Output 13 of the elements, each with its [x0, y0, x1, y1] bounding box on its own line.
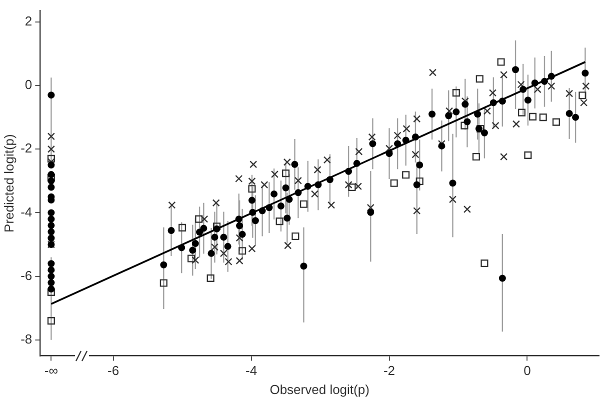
x-tick-label: -∞ [44, 363, 58, 378]
x-axis-title: Observed logit(p) [270, 382, 370, 397]
y-tick-label: 2 [24, 14, 32, 29]
x-tick-label: 0 [524, 363, 531, 378]
y-tick-label: 0 [24, 77, 32, 92]
y-tick-label: -8 [20, 331, 32, 346]
x-tick-label: -4 [245, 363, 258, 378]
x-tick-label: -6 [108, 363, 120, 378]
y-tick-label: -6 [20, 268, 32, 283]
y-axis-title: Predicted logit(p) [1, 134, 16, 232]
y-tick-label: -2 [20, 140, 32, 156]
y-tick-label: -4 [20, 204, 32, 220]
x-tick-label: -2 [383, 363, 396, 378]
